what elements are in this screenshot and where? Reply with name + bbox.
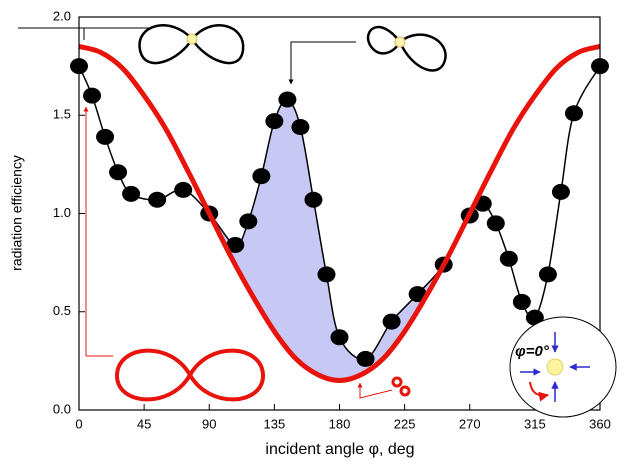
data-point bbox=[304, 191, 323, 208]
data-point bbox=[538, 266, 557, 283]
data-point bbox=[356, 350, 375, 367]
small-figure-eight bbox=[391, 376, 411, 397]
x-tick-label: 270 bbox=[459, 416, 481, 431]
x-tick-label: 135 bbox=[264, 416, 286, 431]
annotation: φ=0° bbox=[515, 343, 550, 360]
data-point bbox=[122, 185, 141, 202]
y-tick-label: 2.0 bbox=[53, 8, 71, 23]
figure-eight-red bbox=[114, 348, 266, 402]
data-point bbox=[174, 181, 193, 198]
dipole-pattern-right bbox=[367, 25, 447, 72]
data-point bbox=[499, 250, 518, 267]
dipole-pattern-left bbox=[138, 24, 245, 65]
x-tick-label: 90 bbox=[202, 416, 216, 431]
data-point bbox=[330, 329, 349, 346]
y-tick-label: 0.5 bbox=[53, 303, 71, 318]
data-point bbox=[109, 164, 128, 181]
x-tick-label: 225 bbox=[394, 416, 416, 431]
data-point bbox=[382, 313, 401, 330]
x-tick-label: 315 bbox=[524, 416, 546, 431]
data-point bbox=[239, 213, 258, 230]
y-tick-label: 1.0 bbox=[53, 205, 71, 220]
data-point bbox=[564, 105, 583, 122]
x-axis-label: incident angle φ, deg bbox=[265, 441, 414, 458]
data-point bbox=[551, 183, 570, 200]
data-point bbox=[512, 293, 531, 310]
y-tick-label: 1.5 bbox=[53, 107, 71, 122]
leader bbox=[288, 41, 356, 85]
data-point bbox=[278, 91, 297, 108]
data-point bbox=[408, 286, 427, 303]
x-tick-label: 0 bbox=[75, 416, 82, 431]
x-tick-label: 180 bbox=[329, 416, 351, 431]
data-point bbox=[291, 119, 310, 136]
series-line bbox=[78, 44, 601, 384]
series-line bbox=[78, 65, 601, 361]
x-tick-label: 45 bbox=[137, 416, 151, 431]
x-tick-label: 360 bbox=[589, 416, 611, 431]
data-point bbox=[226, 236, 245, 253]
y-axis-label: radiation efficiency bbox=[9, 155, 25, 271]
inset bbox=[509, 316, 617, 418]
y-tick-label: 0.0 bbox=[53, 401, 71, 416]
data-point bbox=[96, 128, 115, 145]
data-point bbox=[317, 266, 336, 283]
data-point bbox=[252, 168, 271, 185]
plot-frame bbox=[78, 16, 601, 411]
data-point bbox=[148, 191, 167, 208]
leader bbox=[357, 382, 393, 399]
data-point bbox=[265, 113, 284, 130]
data-point bbox=[83, 87, 102, 104]
data-point bbox=[486, 215, 505, 232]
